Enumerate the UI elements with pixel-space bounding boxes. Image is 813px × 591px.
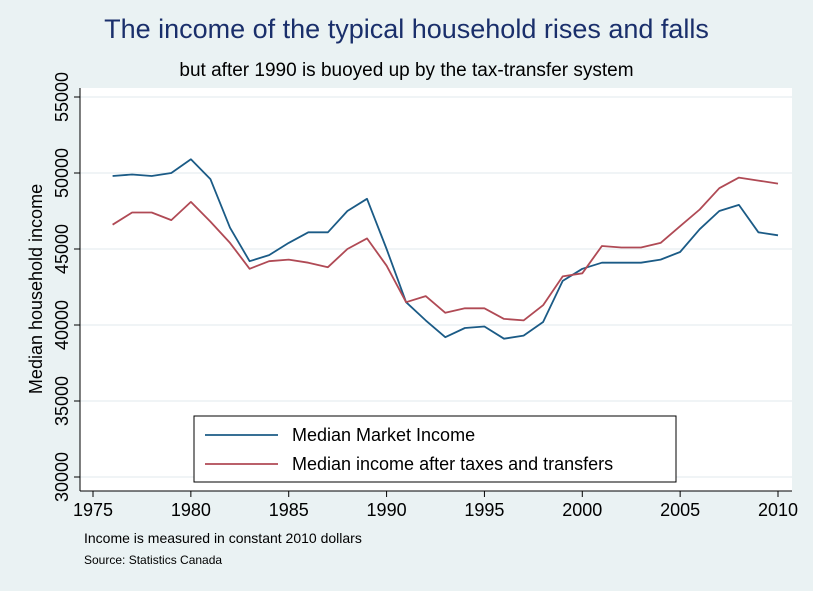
- axes: [79, 88, 792, 492]
- x-tick-label: 2010: [758, 500, 798, 520]
- x-tick-label: 1990: [367, 500, 407, 520]
- source-note: Source: Statistics Canada: [84, 553, 223, 567]
- x-tick-label: 2000: [562, 500, 602, 520]
- y-ticks: 30000 35000 40000 45000 50000 55000: [52, 72, 80, 502]
- footnote: Income is measured in constant 2010 doll…: [84, 530, 362, 546]
- x-tick-label: 2005: [660, 500, 700, 520]
- y-tick-label: 30000: [52, 452, 72, 502]
- legend-label: Median Market Income: [292, 425, 475, 445]
- legend: Median Market Income Median income after …: [193, 415, 677, 483]
- x-tick-label: 1985: [269, 500, 309, 520]
- x-ticks: 1975 1980 1985 1990 1995 2000 2005 2010: [73, 491, 798, 520]
- chart-title: The income of the typical household rise…: [104, 14, 709, 44]
- x-tick-label: 1975: [73, 500, 113, 520]
- series-line-after-tax-income: [112, 176, 779, 322]
- y-tick-label: 55000: [52, 72, 72, 122]
- y-tick-label: 40000: [52, 300, 72, 350]
- legend-label: Median income after taxes and transfers: [292, 454, 613, 474]
- series-lines: [112, 158, 779, 340]
- x-tick-label: 1995: [464, 500, 504, 520]
- chart-subtitle: but after 1990 is buoyed up by the tax-t…: [179, 60, 634, 81]
- legend-box: [193, 415, 677, 483]
- series-line-market-income: [112, 158, 779, 340]
- x-tick-label: 1980: [171, 500, 211, 520]
- y-tick-label: 50000: [52, 148, 72, 198]
- y-tick-label: 45000: [52, 224, 72, 274]
- y-axis-label: Median household income: [26, 184, 46, 394]
- y-tick-label: 35000: [52, 376, 72, 426]
